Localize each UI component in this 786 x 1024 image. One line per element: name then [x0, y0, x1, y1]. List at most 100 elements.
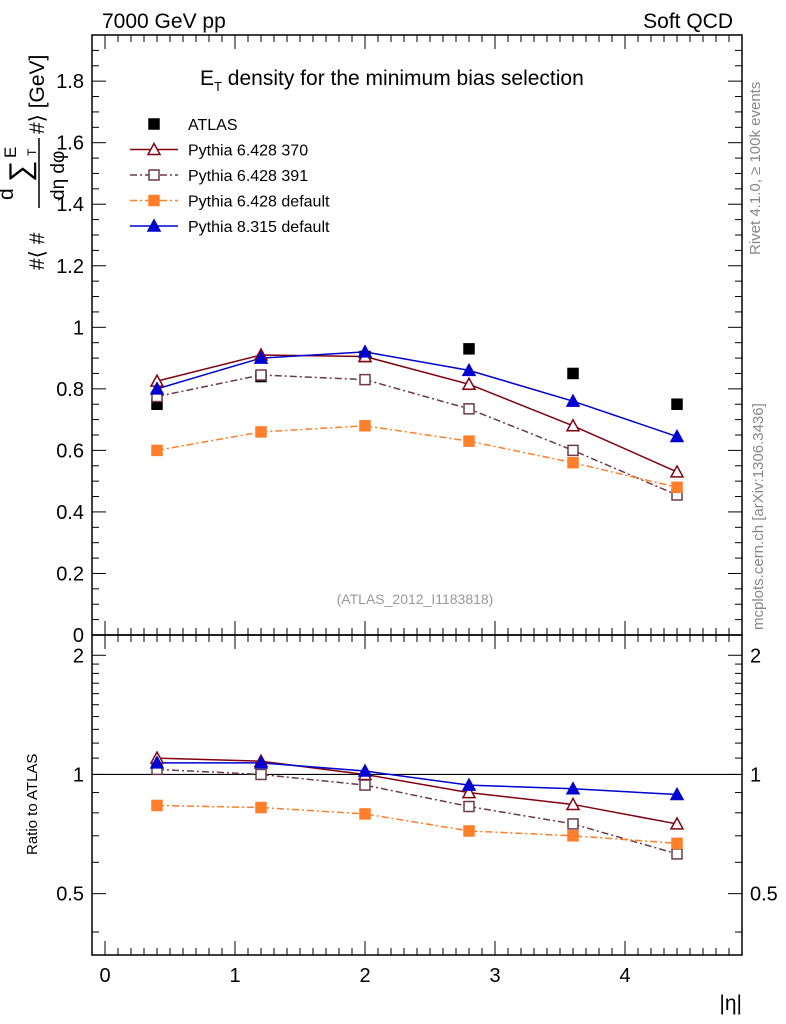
main-series-markers: [149, 343, 685, 501]
ratio-y-tick-label-right: 0.5: [750, 884, 778, 906]
main-y-tick-label: 1.6: [56, 133, 84, 155]
main-point-pythia-6-428-default: [359, 420, 371, 432]
ratio-point-pythia-8-315-default: [461, 777, 477, 791]
ratio-point-pythia-6-428-default: [463, 825, 475, 837]
ratio-point-pythia-6-428-default: [671, 837, 683, 850]
legend-entry-label: ATLAS: [188, 117, 238, 134]
ratio-point-pythia-8-315-default: [149, 755, 165, 769]
ylabel-part-d: d: [0, 188, 18, 200]
main-point-pythia-8-315-default: [357, 344, 373, 358]
ratio-point-pythia-8-315-default: [357, 763, 373, 777]
main-line-pythia-6-428-391: [156, 374, 678, 496]
ylabel-part-t: T: [25, 148, 39, 156]
ratio-series-lines: [156, 757, 678, 855]
legend-marker: [148, 169, 160, 181]
mcplots-reference-label: mcplots.cern.ch [arXiv:1306.3436]: [750, 403, 767, 630]
main-point-atlas: [567, 367, 579, 380]
ratio-point-pythia-6-428-391: [463, 800, 475, 813]
ylabel-part-denominator: dη dφ: [48, 151, 69, 200]
legend-marker: [148, 194, 160, 207]
ylabel-part-hash-open: #⟨ #: [26, 232, 49, 270]
legend-entry-label: Pythia 6.428 391: [188, 168, 308, 185]
legend-entry-label: Pythia 8.315 default: [188, 219, 330, 236]
main-line-pythia-6-428-default: [156, 425, 678, 489]
main-title-rest: density for the minimum bias selection: [222, 67, 584, 90]
main-point-pythia-6-428-default: [255, 426, 267, 438]
main-point-pythia-8-315-default: [149, 381, 165, 395]
ratio-y-tick-label-right: 2: [750, 645, 761, 667]
legend-marker: [146, 141, 162, 156]
x-tick-label: 1: [229, 965, 240, 987]
ylabel-part-sum: ∑: [4, 161, 37, 182]
main-axis-ticks: 0 0.2 0.4 0.6 0.8 1 1.2 1.4 1.6 1.8: [56, 34, 743, 955]
main-point-pythia-6-428-391: [255, 369, 267, 381]
ratio-axis-ticks: 0.5 0.5 1 1 2 2 0 1 2 3 4: [56, 645, 778, 987]
ratio-line-pythia-6-428-default: [156, 804, 678, 845]
header-energy-label: 7000 GeV pp: [102, 10, 226, 33]
main-point-pythia-6-428-370: [461, 376, 477, 390]
ratio-point-pythia-6-428-370: [669, 816, 685, 830]
main-point-pythia-6-428-default: [151, 444, 163, 457]
analysis-watermark: (ATLAS_2012_I1183818): [337, 591, 494, 607]
ratio-y-tick-label-right: 1: [750, 764, 761, 786]
legend-entry-label: Pythia 6.428 default: [188, 194, 330, 211]
main-point-pythia-6-428-391: [567, 444, 579, 457]
legend-marker: [146, 218, 162, 232]
main-line-pythia-6-428-370: [156, 354, 678, 473]
legend-entry-label: Pythia 6.428 370: [188, 143, 308, 160]
ratio-point-pythia-6-428-391: [671, 848, 683, 860]
main-point-pythia-8-315-default: [461, 362, 477, 377]
main-point-atlas: [463, 343, 475, 355]
ratio-plot-frame: [91, 634, 743, 956]
ylabel-part-e: E: [1, 147, 20, 158]
main-y-axis-label: #⟨ # d ∑ E T dη dφ #⟩ [GeV]: [0, 55, 69, 270]
legend: ATLAS Pythia 6.428 370 Pythia 6.428 391 Pyt…: [130, 117, 330, 236]
ratio-point-pythia-6-428-default: [151, 799, 163, 812]
main-point-pythia-8-315-default: [669, 428, 685, 443]
ratio-point-pythia-6-428-default: [255, 801, 267, 814]
ratio-point-pythia-8-315-default: [565, 781, 581, 795]
main-point-pythia-8-315-default: [253, 350, 269, 364]
main-point-pythia-6-428-370: [669, 464, 685, 478]
ylabel-part-hash-close: #⟩ [GeV]: [26, 55, 49, 134]
header-process-label: Soft QCD: [643, 10, 733, 33]
ratio-point-pythia-8-315-default: [253, 755, 269, 769]
ratio-series-markers: [149, 750, 685, 860]
main-y-tick-label: 1.2: [56, 256, 84, 278]
main-point-pythia-6-428-default: [463, 435, 475, 447]
ratio-y-tick-label: 1: [73, 764, 84, 786]
main-y-tick-label: 0.4: [56, 502, 84, 524]
main-y-tick-label: 0: [73, 625, 84, 647]
x-axis-label: |η|: [719, 992, 742, 1015]
main-series-lines: [156, 351, 678, 496]
main-y-tick-label: 0.8: [56, 379, 84, 401]
rivet-version-label: Rivet 4.1.0, ≥ 100k events: [747, 82, 764, 255]
ratio-y-tick-label: 2: [73, 645, 84, 667]
x-tick-label: 3: [489, 965, 500, 987]
ratio-point-pythia-6-428-391: [567, 818, 579, 830]
x-tick-label: 2: [359, 965, 370, 987]
main-point-atlas: [671, 398, 683, 410]
main-point-pythia-8-315-default: [565, 393, 581, 407]
main-point-pythia-6-428-default: [671, 481, 683, 494]
main-y-tick-label: 1.8: [56, 71, 84, 93]
ratio-y-tick-label: 0.5: [56, 884, 84, 906]
main-point-pythia-6-428-391: [463, 403, 475, 415]
main-point-pythia-6-428-default: [567, 456, 579, 469]
main-plot-title: ET density for the minimum bias selectio…: [200, 67, 584, 94]
main-title-subscript: T: [214, 79, 222, 94]
ratio-point-pythia-6-428-370: [565, 796, 581, 811]
ratio-line-pythia-8-315-default: [157, 762, 678, 796]
x-tick-label: 0: [99, 965, 110, 987]
ratio-point-pythia-6-428-default: [567, 830, 579, 842]
ratio-point-pythia-6-428-391: [255, 768, 267, 781]
ratio-point-pythia-6-428-370: [461, 785, 477, 799]
main-y-tick-label: 0.2: [56, 563, 84, 585]
main-title-e: E: [200, 67, 214, 90]
legend-marker: [148, 118, 160, 130]
main-y-tick-label: 1.4: [56, 194, 84, 216]
ratio-line-pythia-6-428-391: [156, 768, 678, 855]
main-y-tick-label: 0.6: [56, 440, 84, 462]
ratio-point-pythia-8-315-default: [669, 786, 685, 801]
